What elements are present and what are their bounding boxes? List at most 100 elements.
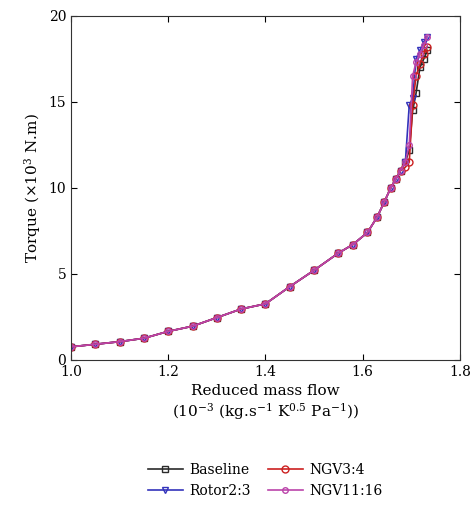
Rotor2:3 — [238, 306, 244, 312]
NGV11:16 — [238, 306, 244, 312]
Baseline — [402, 159, 408, 165]
NGV3:4 — [311, 267, 317, 273]
NGV11:16 — [263, 300, 268, 307]
Baseline — [117, 339, 123, 345]
NGV3:4 — [336, 250, 341, 256]
Rotor2:3 — [393, 176, 399, 183]
Rotor2:3 — [165, 328, 171, 334]
NGV3:4 — [424, 44, 430, 50]
Rotor2:3 — [417, 47, 423, 53]
NGV11:16 — [402, 159, 408, 165]
Rotor2:3 — [382, 198, 387, 205]
NGV11:16 — [413, 59, 419, 66]
Baseline — [238, 306, 244, 312]
NGV11:16 — [421, 42, 427, 48]
NGV3:4 — [92, 341, 98, 348]
Baseline — [398, 167, 403, 174]
Baseline — [287, 284, 292, 290]
Rotor2:3 — [413, 56, 419, 62]
Rotor2:3 — [410, 95, 416, 102]
NGV11:16 — [190, 323, 195, 330]
Rotor2:3 — [92, 341, 98, 348]
NGV11:16 — [165, 328, 171, 334]
NGV11:16 — [393, 176, 399, 183]
NGV3:4 — [165, 328, 171, 334]
Rotor2:3 — [374, 214, 380, 220]
Y-axis label: Torque ($\times$10$^3$ N.m): Torque ($\times$10$^3$ N.m) — [22, 113, 43, 263]
NGV3:4 — [350, 241, 356, 248]
Baseline — [68, 344, 74, 350]
NGV3:4 — [190, 323, 195, 330]
Baseline — [406, 147, 412, 153]
Rotor2:3 — [311, 267, 317, 273]
NGV3:4 — [413, 73, 419, 79]
NGV3:4 — [393, 176, 399, 183]
Baseline — [374, 214, 380, 220]
Rotor2:3 — [68, 344, 74, 350]
Baseline — [214, 314, 220, 321]
NGV3:4 — [421, 50, 427, 57]
NGV11:16 — [92, 341, 98, 348]
NGV3:4 — [214, 314, 220, 321]
NGV11:16 — [68, 344, 74, 350]
Line: Baseline: Baseline — [68, 47, 431, 350]
Rotor2:3 — [214, 314, 220, 321]
NGV11:16 — [406, 142, 412, 148]
NGV11:16 — [336, 250, 341, 256]
Baseline — [421, 56, 427, 62]
NGV11:16 — [365, 230, 370, 236]
NGV3:4 — [68, 344, 74, 350]
NGV3:4 — [398, 167, 403, 174]
Rotor2:3 — [263, 300, 268, 307]
Baseline — [190, 323, 195, 330]
NGV11:16 — [374, 214, 380, 220]
X-axis label: Reduced mass flow
$(10^{-3}$ (kg.s$^{-1}$ K$^{0.5}$ Pa$^{-1}$)): Reduced mass flow $(10^{-3}$ (kg.s$^{-1}… — [172, 384, 359, 422]
NGV11:16 — [388, 185, 393, 191]
NGV3:4 — [117, 339, 123, 345]
Baseline — [350, 241, 356, 248]
Baseline — [92, 341, 98, 348]
NGV11:16 — [117, 339, 123, 345]
Baseline — [424, 47, 430, 53]
Rotor2:3 — [336, 250, 341, 256]
NGV11:16 — [350, 241, 356, 248]
Baseline — [336, 250, 341, 256]
Baseline — [141, 335, 147, 341]
Baseline — [410, 107, 416, 114]
Baseline — [365, 230, 370, 236]
Rotor2:3 — [350, 241, 356, 248]
Baseline — [263, 300, 268, 307]
NGV3:4 — [141, 335, 147, 341]
Rotor2:3 — [424, 33, 430, 40]
Baseline — [393, 176, 399, 183]
NGV11:16 — [214, 314, 220, 321]
Baseline — [417, 64, 423, 70]
Legend: Baseline, Rotor2:3, NGV3:4, NGV11:16: Baseline, Rotor2:3, NGV3:4, NGV11:16 — [148, 463, 383, 498]
Rotor2:3 — [141, 335, 147, 341]
NGV11:16 — [424, 33, 430, 40]
NGV3:4 — [382, 198, 387, 205]
Baseline — [165, 328, 171, 334]
NGV11:16 — [141, 335, 147, 341]
Rotor2:3 — [365, 230, 370, 236]
Rotor2:3 — [287, 284, 292, 290]
NGV3:4 — [365, 230, 370, 236]
NGV3:4 — [287, 284, 292, 290]
Rotor2:3 — [406, 102, 412, 108]
Rotor2:3 — [402, 159, 408, 165]
Rotor2:3 — [388, 185, 393, 191]
Rotor2:3 — [190, 323, 195, 330]
NGV3:4 — [263, 300, 268, 307]
NGV11:16 — [417, 50, 423, 57]
Baseline — [311, 267, 317, 273]
NGV3:4 — [238, 306, 244, 312]
Baseline — [388, 185, 393, 191]
Rotor2:3 — [421, 39, 427, 45]
Baseline — [413, 90, 419, 96]
Line: Rotor2:3: Rotor2:3 — [68, 33, 431, 350]
NGV3:4 — [410, 102, 416, 108]
Line: NGV11:16: NGV11:16 — [68, 34, 430, 350]
Line: NGV3:4: NGV3:4 — [68, 43, 431, 350]
NGV11:16 — [287, 284, 292, 290]
NGV11:16 — [382, 198, 387, 205]
